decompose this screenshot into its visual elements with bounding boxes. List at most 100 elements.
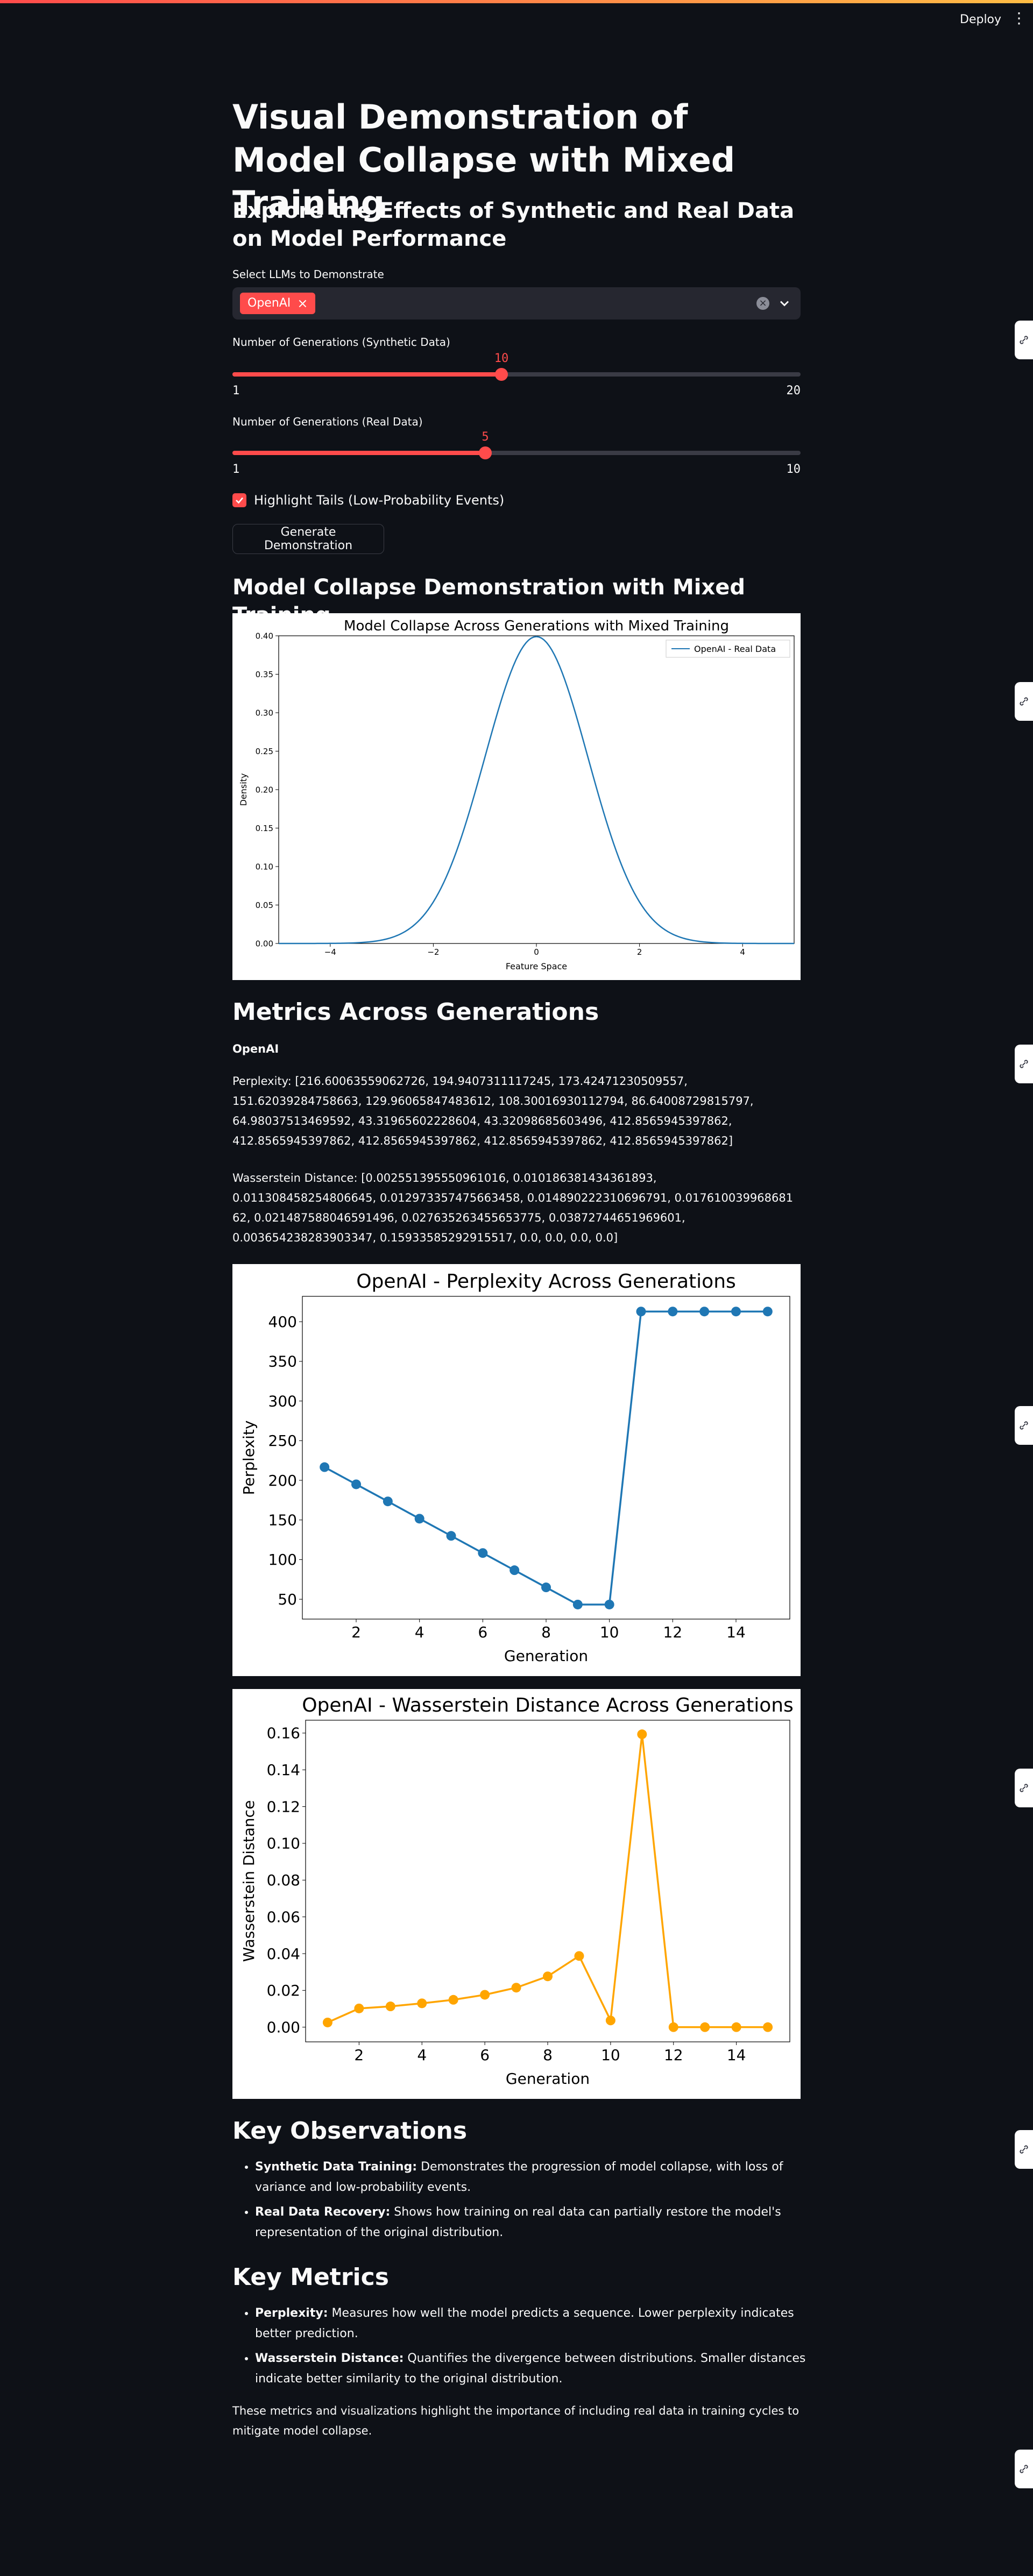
chart-title: OpenAI - Wasserstein Distance Across Gen… xyxy=(302,1694,794,1716)
data-point xyxy=(448,1995,458,2005)
x-tick-label: −2 xyxy=(427,947,439,957)
series-line xyxy=(324,1310,768,1606)
x-tick-label: 2 xyxy=(637,947,642,957)
data-point xyxy=(572,1599,583,1609)
data-point xyxy=(731,2022,741,2032)
side-link-icon[interactable] xyxy=(1015,682,1033,721)
data-point xyxy=(383,1496,393,1507)
plot-frame xyxy=(278,635,795,944)
slider-thumb[interactable] xyxy=(479,446,492,459)
data-point xyxy=(668,1307,678,1317)
side-link-icon[interactable] xyxy=(1015,2450,1033,2488)
perplexity-values: Perplexity: [216.60063559062726, 194.940… xyxy=(232,1075,754,1147)
synthetic-generations-slider[interactable]: 10 1 20 xyxy=(232,352,801,398)
x-axis-label: Feature Space xyxy=(506,961,567,971)
data-point xyxy=(700,2022,710,2032)
chevron-down-icon[interactable] xyxy=(777,296,792,311)
data-point xyxy=(414,1514,424,1524)
data-point xyxy=(637,1729,647,1740)
y-tick-label: 0.35 xyxy=(256,670,273,679)
plot-frame xyxy=(305,1720,790,2042)
data-point xyxy=(731,1307,741,1317)
synthetic-slider-label: Number of Generations (Synthetic Data) xyxy=(232,336,450,349)
x-tick-label: 12 xyxy=(664,2046,683,2064)
data-point xyxy=(354,2003,364,2013)
llm-select-label: Select LLMs to Demonstrate xyxy=(232,268,384,281)
x-tick-label: 12 xyxy=(663,1623,683,1641)
data-point xyxy=(668,2022,678,2032)
list-item: Perplexity: Measures how well the model … xyxy=(255,2303,823,2344)
side-link-icon[interactable] xyxy=(1015,1769,1033,1807)
clear-icon[interactable]: × xyxy=(756,297,769,310)
list-item: Wasserstein Distance: Quantifies the div… xyxy=(255,2348,823,2389)
highlight-tails-row[interactable]: Highlight Tails (Low-Probability Events) xyxy=(232,493,504,508)
perplexity-chart-svg: OpenAI - Perplexity Across Generations 2 4… xyxy=(240,1271,790,1665)
y-tick-label: 0.16 xyxy=(267,1725,300,1742)
slider-value: 5 xyxy=(482,430,489,444)
data-point xyxy=(322,2017,332,2027)
wasserstein-values: Wasserstein Distance: [0.002551395550961… xyxy=(232,1172,794,1244)
density-chart-svg: Model Collapse Across Generations with M… xyxy=(238,618,795,971)
top-accent-bar xyxy=(0,0,1033,3)
list-item: Real Data Recovery: Shows how training o… xyxy=(255,2202,823,2243)
x-tick-label: 0 xyxy=(534,947,539,957)
observations-heading: Key Observations xyxy=(232,2117,468,2145)
data-point xyxy=(446,1531,456,1541)
legend-label: OpenAI - Real Data xyxy=(694,644,776,654)
y-tick-label: 0.20 xyxy=(256,785,273,794)
data-point xyxy=(604,1599,614,1609)
side-link-icon[interactable] xyxy=(1015,1406,1033,1445)
highlight-tails-checkbox[interactable] xyxy=(232,493,246,507)
chip-remove-icon[interactable]: × xyxy=(297,296,308,311)
side-link-icon[interactable] xyxy=(1015,321,1033,359)
y-tick-label: 0.30 xyxy=(256,708,273,718)
x-tick-label: 10 xyxy=(600,1623,619,1641)
llm-multiselect[interactable]: OpenAI × × xyxy=(232,287,801,320)
y-tick-label: 200 xyxy=(268,1472,297,1489)
description: Quantifies the divergence between distri… xyxy=(255,2352,806,2386)
data-point xyxy=(574,1951,584,1961)
real-slider-label: Number of Generations (Real Data) xyxy=(232,415,423,428)
term: Synthetic Data Training: xyxy=(255,2160,418,2174)
metrics-heading: Metrics Across Generations xyxy=(232,998,599,1026)
y-tick-label: 300 xyxy=(268,1392,297,1410)
model-name: OpenAI xyxy=(232,1042,279,1055)
series-line xyxy=(278,636,795,945)
data-point xyxy=(480,1990,490,2000)
side-link-icon[interactable] xyxy=(1015,2130,1033,2169)
y-tick-label: 150 xyxy=(268,1511,297,1529)
slider-value: 10 xyxy=(494,352,509,365)
conclusion-text: These metrics and visualizations highlig… xyxy=(232,2404,799,2437)
x-tick-label: 14 xyxy=(727,2046,746,2064)
data-point xyxy=(478,1548,488,1558)
slider-min: 1 xyxy=(232,463,240,476)
side-link-icon[interactable] xyxy=(1015,1045,1033,1083)
y-tick-label: 100 xyxy=(268,1551,297,1569)
plot-frame xyxy=(302,1296,790,1620)
slider-thumb[interactable] xyxy=(495,368,508,381)
description: Measures how well the model predicts a s… xyxy=(255,2307,794,2340)
data-point xyxy=(762,1307,773,1317)
list-item: Synthetic Data Training: Demonstrates th… xyxy=(255,2157,823,2198)
term: Wasserstein Distance: xyxy=(255,2352,404,2365)
x-tick-label: 4 xyxy=(740,947,745,957)
x-tick-label: 8 xyxy=(541,1623,551,1641)
page-subtitle: Explore the Effects of Synthetic and Rea… xyxy=(232,198,795,251)
selected-llm-chip[interactable]: OpenAI × xyxy=(240,293,316,314)
y-tick-label: 0.12 xyxy=(267,1798,300,1815)
y-tick-label: 350 xyxy=(268,1353,297,1371)
description: Demonstrates the progression of model co… xyxy=(255,2160,783,2194)
x-tick-label: 6 xyxy=(478,1623,487,1641)
density-chart: Model Collapse Across Generations with M… xyxy=(232,613,801,980)
generate-demonstration-button[interactable]: Generate Demonstration xyxy=(232,524,384,554)
kebab-menu-icon[interactable]: ⋮ xyxy=(1011,9,1027,27)
slider-track xyxy=(232,451,801,455)
y-tick-label: 0.00 xyxy=(267,2018,300,2036)
deploy-button[interactable]: Deploy xyxy=(960,13,1002,26)
chart-title: OpenAI - Perplexity Across Generations xyxy=(356,1271,736,1293)
y-tick-label: 0.25 xyxy=(256,747,273,756)
y-axis-label: Wasserstein Distance xyxy=(240,1800,258,1962)
real-generations-slider[interactable]: 5 1 10 xyxy=(232,430,801,476)
y-tick-label: 0.00 xyxy=(256,939,273,948)
data-point xyxy=(511,1983,521,1993)
